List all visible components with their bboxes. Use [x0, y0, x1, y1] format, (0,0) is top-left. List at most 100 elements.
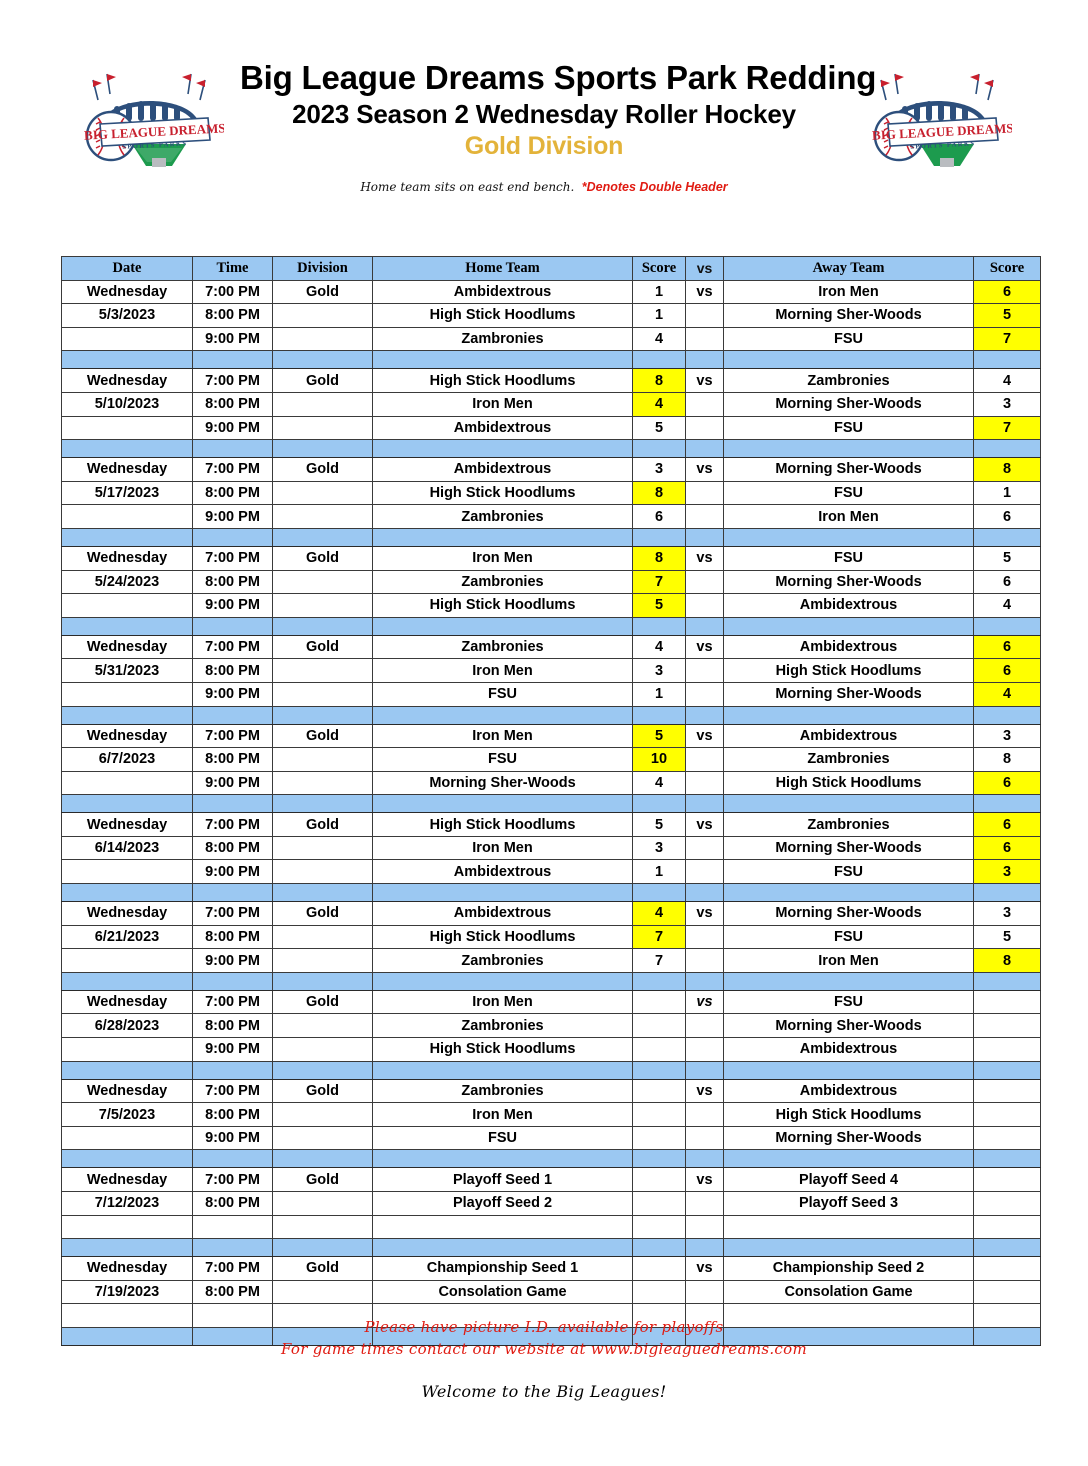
cell-home-team: Zambronies: [372, 948, 633, 973]
header-notes: Home team sits on east end bench. *Denot…: [0, 178, 1088, 198]
cell-vs: [685, 593, 724, 618]
spacer-cell: [723, 616, 974, 636]
spacer-cell: [685, 616, 724, 636]
cell-home-score: 8: [632, 480, 686, 506]
cell-away-team: FSU: [723, 989, 974, 1015]
table-row: 9:00 PM Zambronies 6 Iron Men 6: [61, 504, 1041, 529]
spacer-cell: [973, 883, 1041, 903]
col-header-home-team: Home Team: [372, 256, 633, 281]
col-header-away-team: Away Team: [723, 256, 974, 281]
cell-division: Gold: [272, 723, 373, 749]
cell-time: 7:00 PM: [192, 723, 273, 749]
spacer-cell: [61, 705, 193, 725]
cell-home-score: 1: [632, 859, 686, 885]
spacer-cell: [973, 705, 1041, 725]
cell-division: Gold: [272, 989, 373, 1015]
spacer-cell: [192, 794, 273, 814]
cell-date: 5/10/2023: [61, 391, 193, 417]
spacer-cell: [685, 1238, 724, 1258]
cell-date: Wednesday: [61, 1167, 193, 1192]
cell-division: [272, 1303, 373, 1328]
cell-division: [272, 1037, 373, 1062]
spacer-cell: [723, 883, 974, 903]
cell-time: 8:00 PM: [192, 747, 273, 772]
cell-time: 8:00 PM: [192, 1279, 273, 1305]
cell-vs: [685, 859, 724, 885]
cell-home-score: [632, 1125, 686, 1151]
cell-away-score: 4: [973, 681, 1041, 707]
cell-home-score: [632, 989, 686, 1015]
spacer-cell: [973, 527, 1041, 547]
cell-home-team: Morning Sher-Woods: [372, 770, 633, 796]
cell-home-score: 5: [632, 593, 686, 618]
cell-home-team: [372, 1214, 633, 1240]
spacer-cell: [973, 971, 1041, 991]
spacer-cell: [272, 439, 373, 459]
spacer-cell: [372, 705, 633, 725]
cell-away-score: 6: [973, 770, 1041, 796]
cell-away-team: Morning Sher-Woods: [723, 681, 974, 707]
table-row: 6/21/2023 8:00 PM High Stick Hoodlums 7 FSU 5: [61, 924, 1041, 950]
cell-time: 8:00 PM: [192, 924, 273, 950]
spacer-cell: [632, 439, 686, 459]
spacer-cell: [61, 883, 193, 903]
cell-date: [61, 1303, 193, 1328]
cell-away-score: 6: [973, 812, 1041, 837]
table-spacer-row: [61, 971, 1041, 991]
cell-division: [272, 658, 373, 683]
cell-time: 9:00 PM: [192, 504, 273, 529]
cell-home-score: 4: [632, 326, 686, 352]
cell-away-team: FSU: [723, 480, 974, 506]
cell-away-team: Morning Sher-Woods: [723, 1013, 974, 1039]
cell-time: 8:00 PM: [192, 658, 273, 683]
big-league-dreams-logo-right: BIG LEAGUE DREAMS SPORTS PARKS: [864, 66, 1012, 170]
table-row: 9:00 PM Morning Sher-Woods 4 High Stick Hoo…: [61, 770, 1041, 796]
cell-time: 7:00 PM: [192, 901, 273, 926]
table-spacer-row: [61, 350, 1041, 370]
spacer-cell: [973, 350, 1041, 370]
cell-away-score: 8: [973, 948, 1041, 973]
table-row: 5/17/2023 8:00 PM High Stick Hoodlums 8 FSU 1: [61, 480, 1041, 506]
cell-date: [61, 859, 193, 885]
cell-home-score: 3: [632, 457, 686, 482]
cell-division: Gold: [272, 279, 373, 305]
cell-away-team: Consolation Game: [723, 1279, 974, 1305]
cell-away-score: 5: [973, 924, 1041, 950]
page-footer: Please have picture I.D. available for p…: [0, 1316, 1088, 1401]
cell-home-score: 7: [632, 948, 686, 973]
cell-time: 9:00 PM: [192, 770, 273, 796]
cell-date: Wednesday: [61, 545, 193, 571]
page-title: Big League Dreams Sports Park Redding: [240, 59, 877, 96]
spacer-cell: [192, 1238, 273, 1258]
table-row: Wednesday 7:00 PM Gold Zambronies vs Ambidext…: [61, 1078, 1041, 1104]
cell-home-score: [632, 1037, 686, 1062]
col-header-vs: vs: [685, 256, 724, 281]
cell-division: [272, 303, 373, 328]
cell-vs: vs: [685, 279, 724, 305]
cell-division: [272, 1191, 373, 1216]
cell-division: [272, 480, 373, 506]
spacer-cell: [61, 350, 193, 370]
spacer-cell: [723, 1149, 974, 1169]
cell-home-team: High Stick Hoodlums: [372, 303, 633, 328]
cell-away-team: Ambidextrous: [723, 593, 974, 618]
cell-time: 9:00 PM: [192, 415, 273, 441]
table-spacer-row: [61, 616, 1041, 636]
cell-away-team: Morning Sher-Woods: [723, 835, 974, 861]
spacer-cell: [272, 1060, 373, 1080]
cell-home-score: [632, 1013, 686, 1039]
spacer-cell: [632, 1060, 686, 1080]
cell-home-team: Iron Men: [372, 545, 633, 571]
cell-home-team: High Stick Hoodlums: [372, 1037, 633, 1062]
cell-home-score: [632, 1102, 686, 1127]
table-row: 9:00 PM Ambidextrous 5 FSU 7: [61, 415, 1041, 441]
cell-away-team: [723, 1214, 974, 1240]
table-spacer-row: [61, 527, 1041, 547]
spacer-cell: [192, 350, 273, 370]
cell-date: [61, 770, 193, 796]
cell-division: Gold: [272, 1256, 373, 1281]
col-header-away-score: Score: [973, 256, 1041, 281]
cell-away-score: [973, 989, 1041, 1015]
cell-home-team: Iron Men: [372, 989, 633, 1015]
spacer-cell: [973, 616, 1041, 636]
